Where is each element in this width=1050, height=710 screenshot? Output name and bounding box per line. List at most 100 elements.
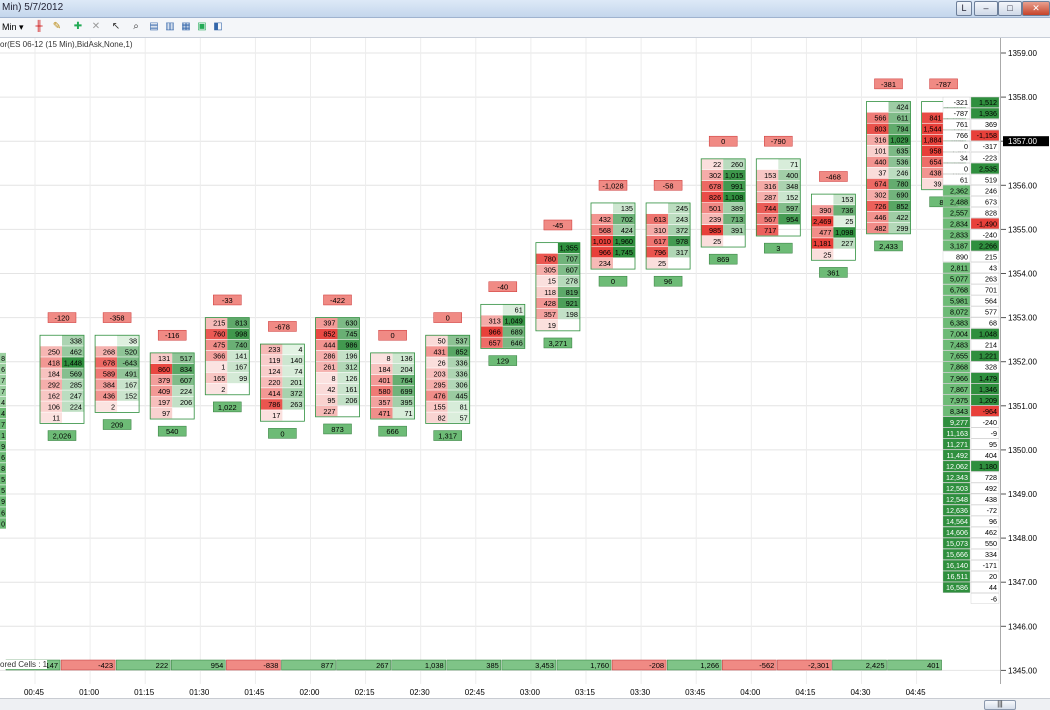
time-label: 01:45	[244, 688, 265, 697]
bar-outline	[700, 158, 746, 248]
profile-volume-cell	[942, 207, 971, 218]
time-axis[interactable]: 00:45 01:00 01:15 01:30 01:45 02:00 02:15 02:30…	[0, 684, 1000, 698]
ask-cell	[888, 145, 911, 157]
horizontal-scrollbar[interactable]: |||	[0, 698, 1050, 710]
bid-cell	[535, 286, 558, 298]
cursor-icon[interactable]: ↖	[111, 21, 121, 32]
bid-volume: 50	[438, 336, 446, 345]
bid-cell	[315, 361, 338, 373]
left-edge-cell	[0, 474, 6, 485]
draw-pencil-icon[interactable]: ✎	[52, 21, 62, 32]
bid-volume: 310	[654, 226, 666, 235]
bid-volume: 966	[489, 327, 501, 336]
zoom-icon[interactable]: ⌕	[133, 21, 139, 32]
profile-volume-cell	[942, 515, 971, 527]
chart-panel[interactable]: -120 338 250 462 418 1,448 184 569 292 285 162 247 1…	[0, 38, 1000, 684]
add-indicator-icon[interactable]: ✚	[73, 21, 83, 32]
profile-volume: 15,073	[946, 539, 968, 548]
templates-icon[interactable]: ▦	[181, 21, 191, 32]
bid-volume: 477	[819, 228, 831, 237]
bid-volume: 131	[158, 354, 170, 363]
ask-volume: 260	[731, 160, 743, 169]
profile-volume: 2,834	[950, 219, 968, 228]
delta-total-box	[777, 659, 832, 671]
profile-delta-cell	[970, 560, 1000, 571]
bid-volume: 227	[323, 407, 335, 416]
ask-volume: 247	[70, 391, 82, 400]
ask-cell	[668, 224, 691, 236]
bar-delta-box	[433, 312, 462, 323]
bid-volume: 841	[929, 114, 941, 123]
bar-outline	[480, 303, 526, 349]
bid-volume: 8	[331, 374, 335, 383]
ask-volume: -643	[122, 358, 137, 367]
ask-volume: 57	[460, 413, 468, 422]
ask-cell	[888, 211, 911, 223]
ask-cell	[502, 337, 525, 348]
profile-delta: 44	[989, 583, 997, 592]
data-box-icon[interactable]: ▤	[149, 21, 159, 32]
profile-delta: 673	[985, 197, 997, 206]
close-button[interactable]: ✕	[1022, 1, 1050, 16]
profile-delta: 1,512	[979, 98, 997, 107]
ask-cell	[778, 202, 801, 214]
ask-cell	[613, 247, 635, 258]
profile-delta: 438	[985, 495, 997, 504]
ask-volume: 954	[786, 215, 798, 224]
period-dropdown[interactable]: Min ▾	[2, 22, 24, 32]
profile-volume-cell	[942, 295, 971, 307]
bid-volume: 286	[323, 352, 335, 361]
bar-delta-label: -787	[936, 80, 951, 89]
window-linking-icon[interactable]: ◧	[213, 21, 223, 32]
l-button[interactable]: L	[956, 1, 972, 16]
ask-cell	[668, 236, 691, 247]
profile-volume-cell	[942, 350, 971, 362]
bid-cell	[205, 383, 228, 395]
ask-cell	[833, 205, 856, 216]
ask-cell	[62, 368, 84, 379]
properties-icon[interactable]: ▥	[165, 21, 175, 32]
ask-cell	[392, 352, 415, 364]
profile-delta: -240	[983, 230, 997, 239]
bar-total-box	[653, 275, 683, 287]
price-axis[interactable]: 1359.00 1358.00 1357.00 1356.00 1355.00 1354.…	[1000, 38, 1050, 684]
bid-cell	[205, 350, 228, 362]
ask-cell	[117, 346, 140, 357]
ask-volume: 921	[566, 299, 578, 308]
profile-volume-cell	[942, 504, 971, 516]
bid-volume: 215	[213, 319, 225, 328]
ask-volume: 391	[731, 226, 743, 235]
ask-volume: 81	[460, 402, 468, 411]
minimize-button[interactable]: ‒	[974, 1, 998, 16]
profile-delta-cell	[970, 548, 1000, 560]
profile-volume: 16,140	[946, 561, 968, 570]
ask-cell	[557, 308, 580, 320]
bid-cell	[701, 236, 724, 247]
profile-delta: 1,180	[979, 462, 997, 471]
ask-volume: 372	[290, 389, 302, 398]
bid-cell	[866, 222, 889, 234]
maximize-button[interactable]: □	[998, 1, 1022, 16]
bid-volume: 379	[158, 376, 170, 385]
profile-delta-cell	[970, 449, 1000, 461]
ask-cell	[888, 222, 911, 234]
bar-delta-label: -58	[663, 181, 674, 190]
strategy-icon[interactable]: ▣	[197, 21, 207, 32]
bid-volume: 414	[268, 389, 280, 398]
delta-total-box	[391, 659, 446, 671]
ask-volume: 198	[566, 310, 578, 319]
bar-type-icon[interactable]: ╫	[35, 21, 43, 32]
ask-volume: 152	[786, 193, 798, 202]
toolbar: Min ▾ ╫ ✎ ✚ ✕ ↖ ⌕ ▤ ▥ ▦ ▣ ◧	[0, 18, 1050, 38]
bar-total-label: 0	[611, 277, 615, 286]
delta-total-value: 1,266	[700, 661, 719, 670]
remove-indicator-icon[interactable]: ✕	[91, 21, 101, 32]
bid-cell	[701, 180, 724, 192]
profile-delta-cell	[970, 350, 1000, 362]
footprint-bar: 0 22 260 302 1,015 678 991 826 1,108 501 389 239 713…	[700, 135, 746, 265]
profile-delta: 701	[985, 286, 997, 295]
bid-cell	[591, 247, 613, 258]
left-edge-cell	[0, 485, 6, 496]
bid-volume: 613	[654, 215, 666, 224]
ask-volume: 135	[621, 204, 633, 213]
